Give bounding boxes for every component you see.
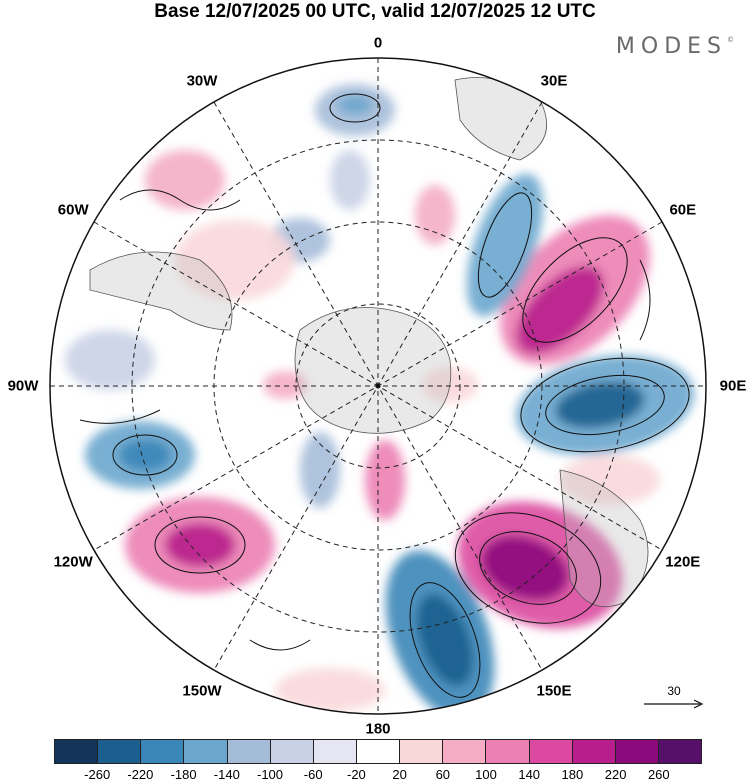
streamlines bbox=[79, 93, 690, 698]
colorbar-box bbox=[55, 740, 98, 763]
longitude-label: 60W bbox=[57, 201, 89, 219]
colorbar-tick-label: -100 bbox=[256, 767, 284, 782]
landmass bbox=[89, 77, 649, 608]
longitude-label: 150W bbox=[182, 682, 222, 700]
colorbar-tick-labels: -260 -220 -180 -140 -100 -60 -20 20 60 100 140 180 2… bbox=[0, 767, 750, 783]
colorbar-tick-label: 220 bbox=[604, 767, 627, 782]
longitude-label: 150E bbox=[536, 682, 572, 700]
colorbar-box bbox=[442, 740, 486, 763]
colorbar-box bbox=[312, 740, 356, 763]
longitude-label: 120W bbox=[53, 553, 93, 571]
longitude-label: 120E bbox=[665, 553, 701, 571]
chart-title: Base 12/07/2025 00 UTC, valid 12/07/2025… bbox=[154, 1, 596, 22]
longitude-label: 180 bbox=[365, 720, 391, 738]
colorbar-box bbox=[399, 740, 443, 763]
longitude-label: 30E bbox=[540, 72, 568, 90]
colorbar-box bbox=[269, 740, 313, 763]
colorbar-box bbox=[657, 740, 702, 763]
colorbar-box bbox=[571, 740, 615, 763]
reference-vector-label: 30 bbox=[667, 684, 681, 698]
colorbar-box bbox=[485, 740, 529, 763]
anomaly-shading bbox=[65, 84, 695, 714]
colorbar-tick-label: -20 bbox=[346, 767, 366, 782]
longitude-label: 0 bbox=[373, 34, 383, 52]
brand-name: MODES bbox=[615, 34, 727, 59]
reference-arrow-icon bbox=[644, 699, 704, 709]
colorbar-tick-label: 100 bbox=[475, 767, 497, 782]
colorbar-tick-label: -140 bbox=[213, 767, 240, 782]
reference-vector: 30 bbox=[642, 684, 706, 714]
colorbar-box bbox=[226, 740, 270, 763]
longitude-label: 90E bbox=[719, 377, 747, 395]
colorbar-box bbox=[528, 740, 572, 763]
colorbar-box bbox=[140, 740, 184, 763]
colorbar-tick-label: -180 bbox=[170, 767, 197, 782]
colorbar-tick-label: -60 bbox=[303, 767, 323, 782]
colorbar-box bbox=[97, 740, 141, 763]
map-boundary bbox=[49, 57, 707, 715]
copyright-mark: © bbox=[727, 36, 734, 44]
colorbar-box bbox=[614, 740, 658, 763]
colorbar-tick-label: -260 bbox=[84, 767, 111, 782]
colorbar-box bbox=[183, 740, 227, 763]
colorbar bbox=[54, 739, 702, 764]
colorbar-tick-label: 60 bbox=[435, 767, 451, 782]
colorbar-box bbox=[355, 740, 400, 763]
longitude-label: 30W bbox=[186, 72, 218, 90]
colorbar-tick-label: 180 bbox=[561, 767, 584, 782]
longitude-label: 60E bbox=[669, 201, 697, 219]
colorbar-tick-label: -220 bbox=[127, 767, 154, 782]
pole-marker bbox=[375, 383, 381, 389]
longitude-label: 90W bbox=[7, 377, 39, 395]
colorbar-tick-label: 260 bbox=[647, 767, 670, 782]
colorbar-tick-label: 20 bbox=[392, 767, 407, 782]
brand-logo: MODES© bbox=[616, 34, 734, 59]
colorbar-tick-label: 140 bbox=[518, 767, 541, 782]
